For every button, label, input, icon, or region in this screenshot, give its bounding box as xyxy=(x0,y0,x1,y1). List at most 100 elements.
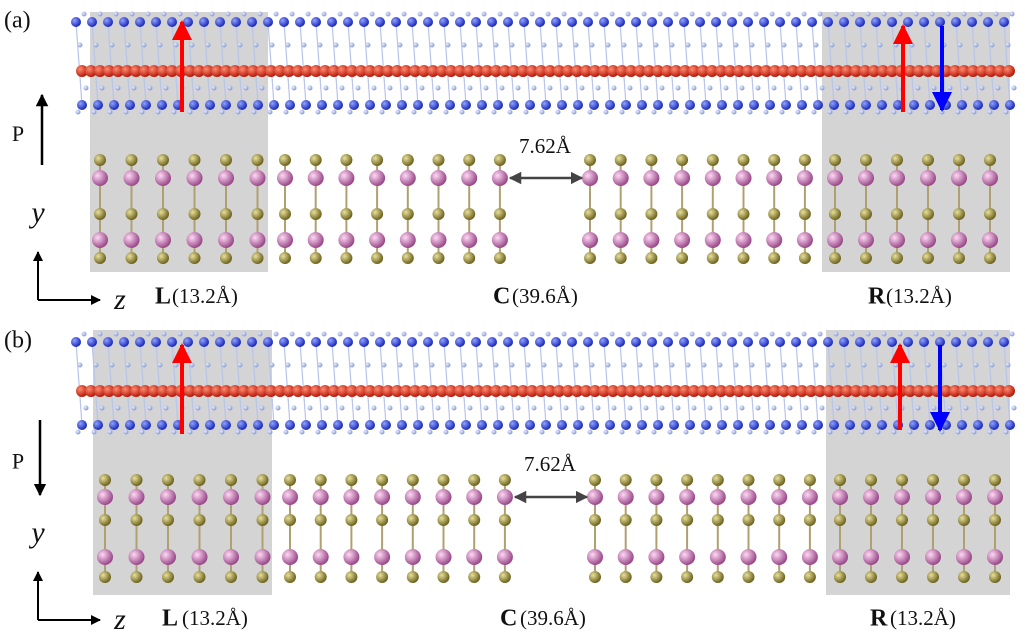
atom xyxy=(695,17,705,27)
atom xyxy=(876,110,881,115)
atom xyxy=(770,12,775,17)
atom xyxy=(382,43,387,48)
atom xyxy=(284,474,296,486)
atom xyxy=(324,86,329,91)
atom xyxy=(116,86,121,91)
bond xyxy=(460,342,466,425)
atom xyxy=(647,17,657,27)
atom xyxy=(930,332,935,337)
atom xyxy=(994,12,999,17)
atom xyxy=(156,110,161,115)
atom xyxy=(445,420,455,430)
atom xyxy=(333,420,343,430)
atom xyxy=(494,252,506,264)
atom xyxy=(446,363,451,368)
atom xyxy=(444,110,449,115)
atom xyxy=(311,17,321,27)
atom xyxy=(327,337,337,347)
atom xyxy=(1004,110,1009,115)
atom xyxy=(372,406,377,411)
atom xyxy=(892,430,897,435)
atom xyxy=(146,332,151,337)
bond xyxy=(716,342,722,425)
atom xyxy=(226,332,231,337)
atom xyxy=(162,332,167,337)
atom xyxy=(94,43,99,48)
atom xyxy=(260,406,265,411)
atom xyxy=(894,363,899,368)
atom xyxy=(71,17,81,27)
atom xyxy=(718,363,723,368)
atom xyxy=(653,100,663,110)
atom xyxy=(418,12,423,17)
atom xyxy=(463,252,475,264)
atom xyxy=(316,110,321,115)
atom xyxy=(124,232,140,248)
atom xyxy=(311,337,321,347)
atom xyxy=(1005,420,1015,430)
atom xyxy=(450,332,455,337)
atom xyxy=(764,110,769,115)
atom xyxy=(126,43,131,48)
atom xyxy=(967,337,977,347)
atom xyxy=(749,100,759,110)
atom xyxy=(622,363,627,368)
atom xyxy=(676,406,681,411)
atom xyxy=(620,571,632,583)
atom xyxy=(829,420,839,430)
atom xyxy=(766,363,771,368)
atom xyxy=(356,86,361,91)
atom xyxy=(707,252,719,264)
atom xyxy=(606,363,611,368)
atom xyxy=(478,43,483,48)
atom xyxy=(338,332,343,337)
atom xyxy=(621,420,631,430)
region-name: C xyxy=(500,606,517,632)
atom xyxy=(124,430,129,435)
region-name: R xyxy=(870,606,888,632)
atom xyxy=(827,170,843,186)
atom xyxy=(701,420,711,430)
atom xyxy=(220,154,232,166)
atom xyxy=(612,86,617,91)
atom xyxy=(140,430,145,435)
atom xyxy=(302,363,307,368)
atom xyxy=(828,430,833,435)
atom xyxy=(157,154,169,166)
atom xyxy=(334,363,339,368)
atom xyxy=(814,363,819,368)
atom xyxy=(270,43,275,48)
atom xyxy=(896,514,908,526)
atom xyxy=(766,43,771,48)
atom xyxy=(366,43,371,48)
atom xyxy=(588,110,593,115)
atom xyxy=(310,252,322,264)
atom xyxy=(988,430,993,435)
atom xyxy=(866,332,871,337)
atom xyxy=(834,474,846,486)
atom xyxy=(773,514,785,526)
atom xyxy=(896,571,908,583)
atom xyxy=(660,86,665,91)
atom xyxy=(189,154,201,166)
atom xyxy=(222,363,227,368)
atom xyxy=(514,332,519,337)
atom xyxy=(499,571,511,583)
atom xyxy=(736,232,752,248)
atom xyxy=(916,86,921,91)
atom xyxy=(526,363,531,368)
atom xyxy=(588,430,593,435)
atom xyxy=(648,489,664,505)
atom xyxy=(829,100,839,110)
atom xyxy=(157,420,167,430)
atom xyxy=(956,549,972,565)
atom xyxy=(1010,12,1015,17)
atom xyxy=(372,86,377,91)
atom xyxy=(514,12,519,17)
atom xyxy=(891,252,903,264)
atom xyxy=(524,110,529,115)
atom xyxy=(957,100,967,110)
atom xyxy=(257,474,269,486)
axis-label: z xyxy=(113,283,126,316)
atom xyxy=(669,100,679,110)
